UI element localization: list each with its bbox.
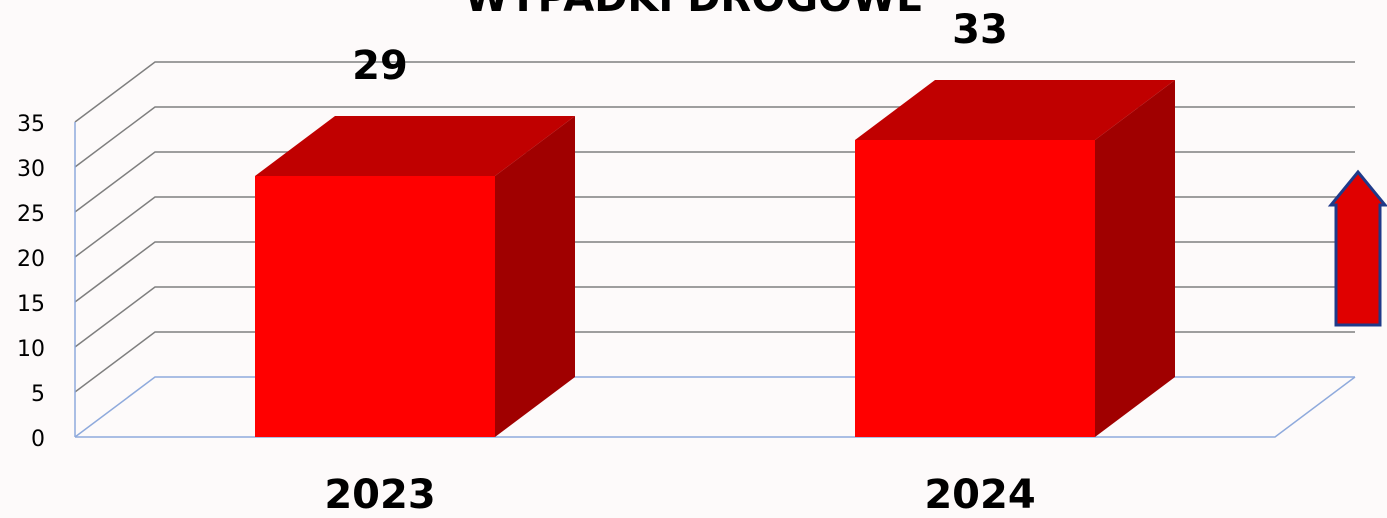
x-tick-label: 2023	[324, 472, 435, 518]
bar-front	[255, 176, 495, 437]
bar-top	[855, 80, 1175, 140]
chart-title: WYPADKI DROGOWE	[465, 0, 924, 21]
value-label: 29	[352, 43, 408, 89]
y-tick-label: 15	[17, 292, 45, 317]
grid-line	[74, 61, 1355, 123]
y-tick-label: 25	[17, 202, 45, 227]
value-label: 33	[952, 7, 1008, 53]
y-tick-label: 10	[17, 337, 45, 362]
trend-arrow	[1327, 169, 1387, 327]
y-tick-label: 20	[17, 247, 45, 272]
bar-side	[495, 116, 575, 437]
bar-top	[255, 116, 575, 176]
y-tick-label: 35	[17, 112, 45, 137]
x-tick-label: 2024	[924, 472, 1035, 518]
bar-front	[855, 140, 1095, 437]
y-tick-label: 30	[17, 157, 45, 182]
bar-side	[1095, 80, 1175, 437]
bars: 2023 29 2024 33	[255, 7, 1175, 518]
y-tick-label: 0	[31, 427, 45, 452]
y-tick-label: 5	[31, 382, 45, 407]
